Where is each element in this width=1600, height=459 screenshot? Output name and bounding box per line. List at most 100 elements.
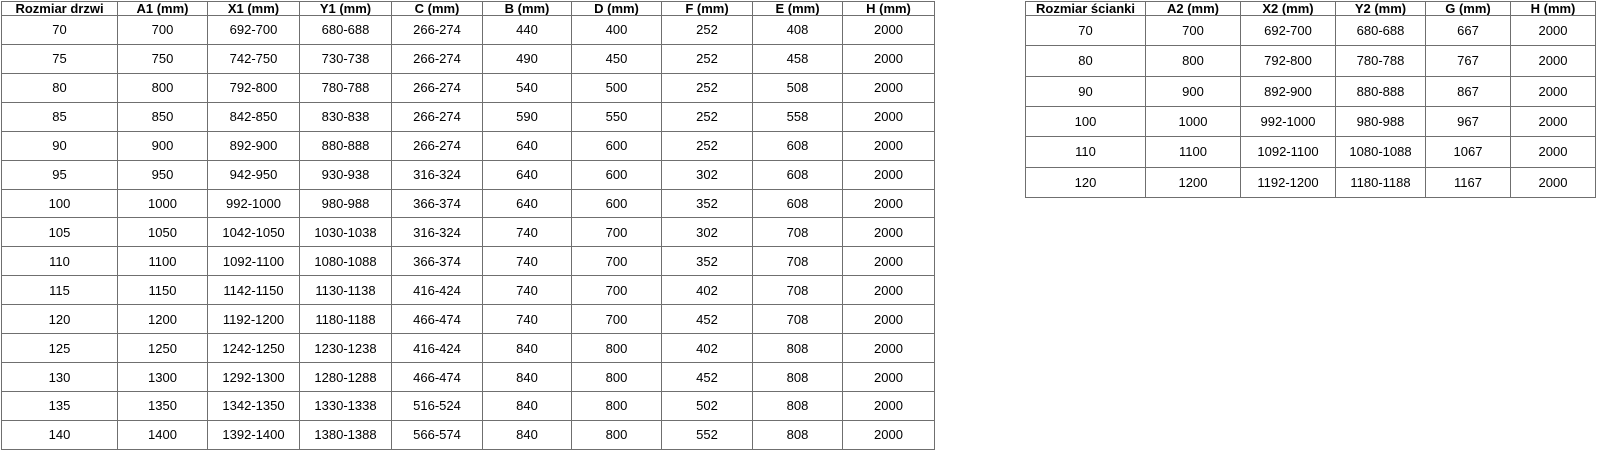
header-row: Rozmiar ścianki A2 (mm) X2 (mm) Y2 (mm) G (m… [1025,1,1596,16]
table-cell: 700 [1145,14,1241,47]
table-cell: 85 [1,101,118,132]
table-cell: 450 [571,43,662,74]
table-cell: 708 [752,304,843,335]
table-cell: 120 [1,304,118,335]
wall-panel-sizes-table: Rozmiar ścianki A2 (mm) X2 (mm) Y2 (mm) G (m… [1025,1,1596,199]
column-header: E (mm) [752,1,843,16]
table-cell: 640 [482,159,572,190]
table-cell: 400 [571,15,662,45]
table-cell: 252 [661,101,753,132]
table-row: 110 1100 1092-1100 1080-1088 366-374 740 700 35… [1,246,935,277]
table-cell: 2000 [1510,45,1596,77]
table-cell: 700 [571,304,662,335]
table-cell: 566-574 [391,419,483,451]
table-cell: 550 [571,101,662,132]
table-cell: 2000 [1510,166,1596,199]
table-cell: 508 [752,72,843,103]
table-cell: 808 [752,362,843,392]
table-cell: 808 [752,419,843,451]
table-cell: 942-950 [207,159,300,190]
table-cell: 502 [661,390,753,421]
table-cell: 840 [482,419,572,451]
table-cell: 600 [571,159,662,190]
table-cell: 2000 [842,246,935,277]
table-cell: 1292-1300 [207,362,300,392]
table-cell: 266-274 [391,43,483,74]
table-cell: 1150 [117,275,208,306]
table-cell: 1342-1350 [207,390,300,421]
table-cell: 808 [752,390,843,421]
table-cell: 700 [571,246,662,277]
table-cell: 2000 [842,304,935,335]
table-row: 120 1200 1192-1200 1180-1188 466-474 740 700 45… [1,304,935,335]
table-cell: 730-738 [299,43,392,74]
table-cell: 110 [1025,136,1146,168]
table-cell: 692-700 [1240,14,1336,47]
table-cell: 2000 [842,72,935,103]
table-cell: 316-324 [391,159,483,190]
column-header: X1 (mm) [207,1,300,16]
table-cell: 2000 [842,43,935,74]
table-cell: 780-788 [1335,45,1426,77]
table-cell: 1380-1388 [299,419,392,451]
table-cell: 1100 [117,246,208,277]
table-cell: 750 [117,43,208,74]
table-cell: 90 [1,130,118,161]
table-cell: 466-474 [391,362,483,392]
table-row: 80 800 792-800 780-788 767 2000 [1025,45,1596,77]
column-header: A1 (mm) [117,1,208,16]
table-cell: 800 [571,419,662,451]
column-header: Y2 (mm) [1335,1,1426,16]
table-cell: 266-274 [391,130,483,161]
table-cell: 1000 [117,188,208,219]
table-row: 110 1100 1092-1100 1080-1088 1067 2000 [1025,136,1596,168]
table-cell: 692-700 [207,15,300,45]
table-cell: 708 [752,217,843,248]
table-cell: 1200 [117,304,208,335]
table-cell: 316-324 [391,217,483,248]
table-cell: 130 [1,362,118,392]
table-cell: 75 [1,43,118,74]
column-header: H (mm) [1510,1,1596,16]
table-cell: 892-900 [1240,75,1336,107]
table-row: 75 750 742-750 730-738 266-274 490 450 252 458 20… [1,43,935,74]
table-row: 105 1050 1042-1050 1030-1038 316-324 740 700 30… [1,217,935,248]
table-cell: 500 [571,72,662,103]
table-cell: 1330-1338 [299,390,392,421]
table-cell: 800 [571,333,662,364]
table-cell: 2000 [842,188,935,219]
table-cell: 1030-1038 [299,217,392,248]
column-header: B (mm) [482,1,572,16]
table-cell: 2000 [1510,14,1596,47]
table-cell: 458 [752,43,843,74]
table-cell: 800 [117,72,208,103]
table-row: 95 950 942-950 930-938 316-324 640 600 302 608 20… [1,159,935,190]
table-cell: 366-374 [391,188,483,219]
table-cell: 120 [1025,166,1146,199]
table-cell: 1067 [1425,136,1511,168]
table-cell: 980-988 [299,188,392,219]
table-cell: 2000 [842,419,935,451]
table-cell: 540 [482,72,572,103]
table-cell: 90 [1025,75,1146,107]
table-cell: 708 [752,246,843,277]
table-cell: 408 [752,15,843,45]
table-cell: 1242-1250 [207,333,300,364]
table-cell: 992-1000 [1240,105,1336,138]
table-cell: 1400 [117,419,208,451]
table-cell: 2000 [842,159,935,190]
table-cell: 1180-1188 [1335,166,1426,199]
table-cell: 892-900 [207,130,300,161]
table-cell: 1280-1288 [299,362,392,392]
table-cell: 125 [1,333,118,364]
column-header: X2 (mm) [1240,1,1336,16]
table-row: 115 1150 1142-1150 1130-1138 416-424 740 700 40… [1,275,935,306]
table-cell: 800 [571,362,662,392]
column-header: H (mm) [842,1,935,16]
table-cell: 840 [482,333,572,364]
table-cell: 840 [482,362,572,392]
table-cell: 2000 [842,101,935,132]
table-cell: 1100 [1145,136,1241,168]
table-cell: 608 [752,159,843,190]
table-cell: 600 [571,188,662,219]
